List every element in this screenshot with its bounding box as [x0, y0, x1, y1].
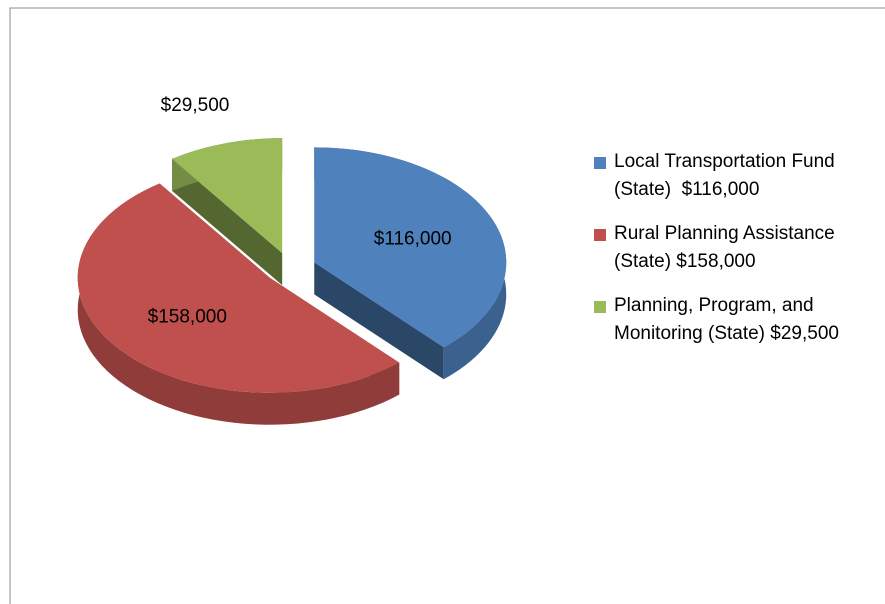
legend-key	[594, 157, 606, 169]
chart-border	[9, 7, 885, 604]
slice-side	[314, 262, 444, 380]
legend-key	[594, 229, 606, 241]
slice: $158,000	[77, 183, 400, 425]
legend-label: Planning, Program, and Monitoring (State…	[614, 295, 839, 344]
legend-key	[594, 301, 606, 313]
legend-item: Local Transportation Fund (State) $116,0…	[594, 148, 864, 204]
data-label: $29,500	[161, 95, 230, 116]
slice-wall	[77, 183, 400, 425]
pie: $29,500 $116,000 $158,000	[77, 95, 507, 425]
legend-item: Planning, Program, and Monitoring (State…	[594, 292, 864, 348]
legend-label: Local Transportation Fund (State) $116,0…	[614, 151, 846, 200]
data-label: $158,000	[148, 306, 227, 327]
legend-item: Rural Planning Assistance (State) $158,0…	[594, 220, 864, 276]
legend-label: Rural Planning Assistance (State) $158,0…	[614, 223, 841, 272]
data-label: $116,000	[374, 229, 452, 250]
legend: Local Transportation Fund (State) $116,0…	[594, 148, 864, 364]
slice-top	[314, 147, 507, 348]
slice-side	[172, 158, 283, 286]
slice-top	[172, 138, 283, 254]
slice: $116,000	[314, 147, 507, 380]
slice: $29,500	[161, 95, 283, 286]
slice-top	[77, 183, 400, 393]
